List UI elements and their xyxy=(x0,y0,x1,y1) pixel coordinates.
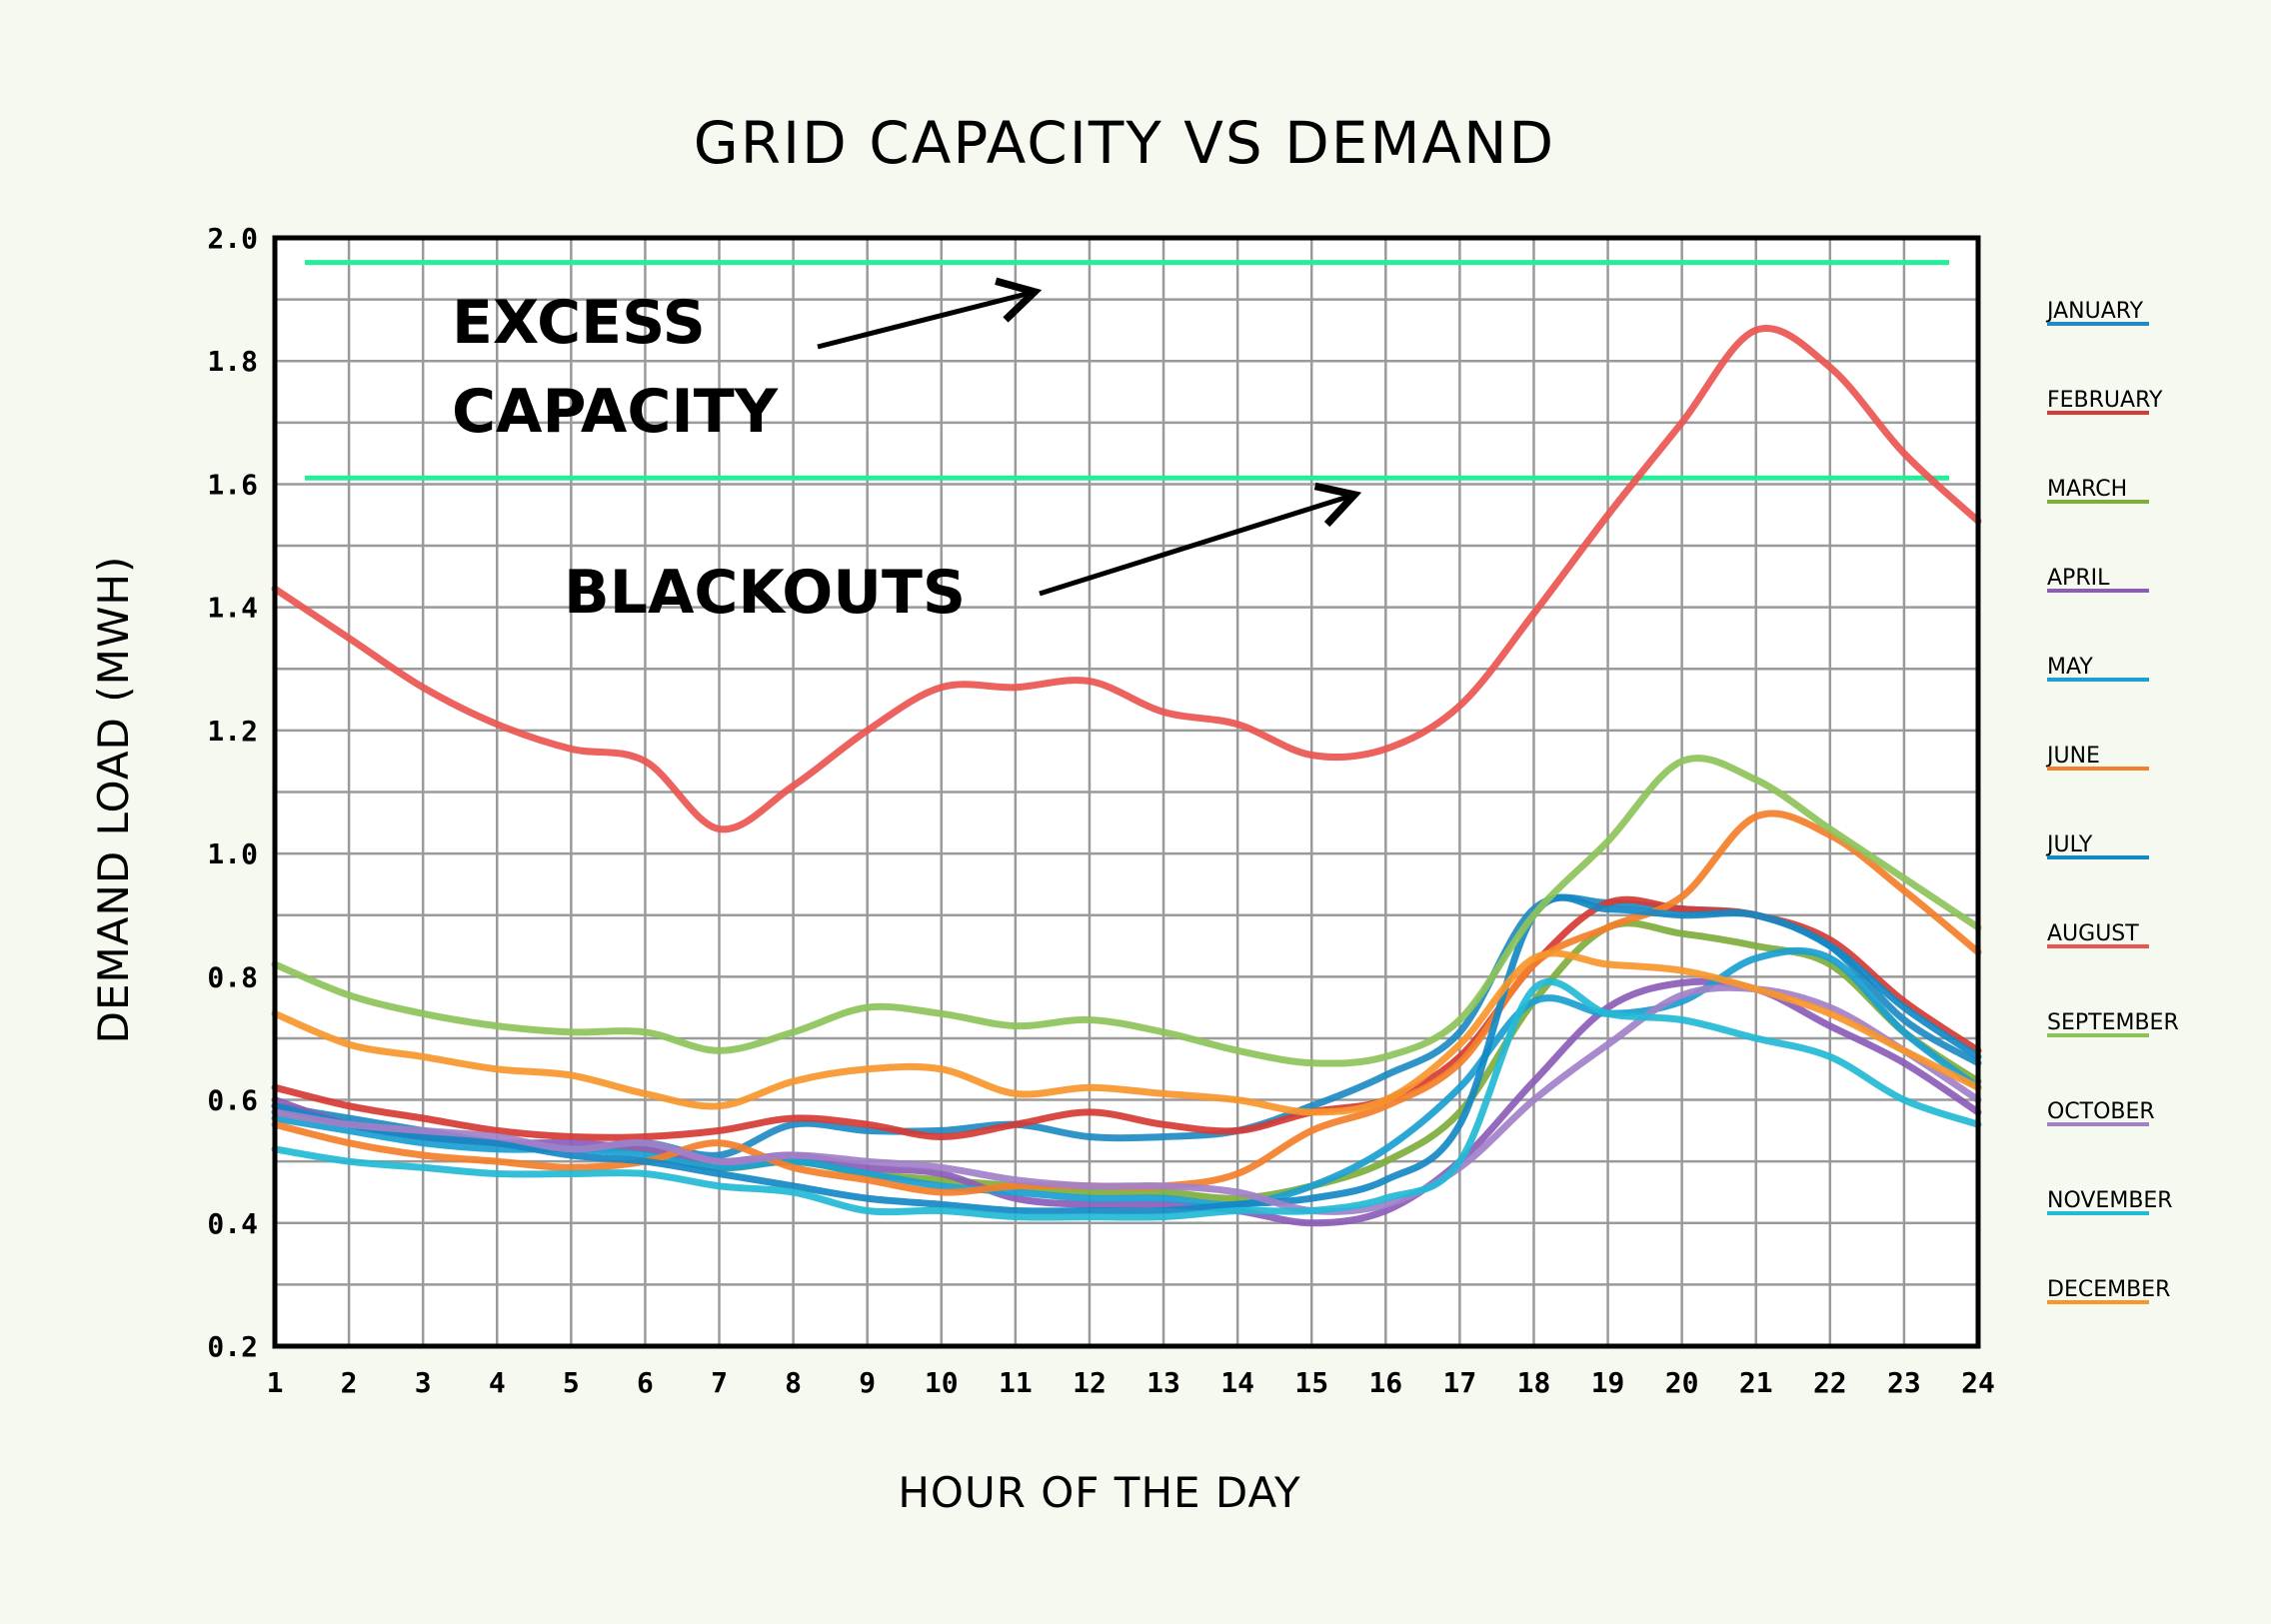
x-tick-label: 14 xyxy=(1220,1366,1254,1399)
x-tick-label: 1 xyxy=(267,1366,284,1399)
x-axis-title: HOUR OF THE DAY xyxy=(898,1468,1300,1517)
plot-border xyxy=(272,235,1981,1349)
x-tick-label: 24 xyxy=(1961,1366,1995,1399)
x-tick-label: 17 xyxy=(1443,1366,1477,1399)
legend: JANUARY FEBRUARY MARCH APRIL MAY JUNE JULY AUGU… xyxy=(2045,299,2179,1304)
y-tick-label: 1.0 xyxy=(207,837,258,870)
series-line-april xyxy=(271,977,1982,1227)
legend-label-january: JANUARY xyxy=(2045,299,2144,324)
y-tick-label: 2.0 xyxy=(207,222,258,255)
y-axis-title: DEMAND LOAD (MWH) xyxy=(89,556,138,1044)
legend-label-november: NOVEMBER xyxy=(2047,1188,2173,1213)
x-tick-label: 9 xyxy=(859,1366,876,1399)
series-line-december xyxy=(271,949,1982,1116)
x-tick-label: 19 xyxy=(1591,1366,1625,1399)
annotation-blackouts: BLACKOUTS xyxy=(564,558,966,628)
y-tick-label: 1.4 xyxy=(207,592,258,625)
series-line-august xyxy=(271,325,1982,833)
x-tick-label: 4 xyxy=(489,1366,506,1399)
y-tick-label: 0.8 xyxy=(207,960,258,993)
reference-lines xyxy=(305,260,1949,481)
series-line-november xyxy=(271,977,1982,1221)
x-tick-label: 16 xyxy=(1368,1366,1402,1399)
legend-label-december: DECEMBER xyxy=(2047,1277,2170,1302)
y-tick-label: 0.4 xyxy=(207,1207,258,1240)
y-axis-ticks: 0.2 0.4 0.6 0.8 1.0 1.2 1.4 1.6 1.8 2.0 xyxy=(207,222,258,1363)
legend-label-july: JULY xyxy=(2045,832,2093,857)
annotation-arrow-blackouts xyxy=(1039,482,1362,597)
legend-label-august: AUGUST xyxy=(2047,921,2139,946)
x-tick-label: 2 xyxy=(341,1366,358,1399)
x-tick-label: 10 xyxy=(925,1366,959,1399)
series-line-september xyxy=(271,755,1982,1067)
y-tick-label: 0.6 xyxy=(207,1084,258,1117)
x-tick-label: 12 xyxy=(1073,1366,1107,1399)
x-tick-label: 13 xyxy=(1146,1366,1180,1399)
series-lines xyxy=(271,325,1982,1227)
annotation-excess: EXCESS xyxy=(452,288,706,358)
legend-label-march: MARCH xyxy=(2047,477,2127,502)
annotation-arrow-excess xyxy=(817,277,1043,350)
series-line-february xyxy=(271,895,1982,1141)
x-tick-label: 8 xyxy=(785,1366,802,1399)
x-axis-ticks: 1 2 3 4 5 6 7 8 9 10 11 12 13 14 15 16 17 18 19 20 21 22 23 24 xyxy=(267,1366,1995,1399)
series-line-july xyxy=(271,893,1982,1215)
annotations: EXCESS CAPACITY BLACKOUTS xyxy=(452,277,1362,628)
x-tick-label: 5 xyxy=(563,1366,580,1399)
legend-label-may: MAY xyxy=(2047,655,2093,680)
legend-label-february: FEBRUARY xyxy=(2047,388,2163,413)
y-tick-label: 0.2 xyxy=(207,1330,258,1363)
x-tick-label: 11 xyxy=(999,1366,1033,1399)
x-tick-label: 23 xyxy=(1887,1366,1921,1399)
legend-label-april: APRIL xyxy=(2047,566,2110,591)
x-tick-label: 6 xyxy=(637,1366,654,1399)
legend-label-october: OCTOBER xyxy=(2047,1099,2155,1124)
x-tick-label: 15 xyxy=(1294,1366,1328,1399)
y-tick-label: 1.8 xyxy=(207,345,258,378)
legend-label-june: JUNE xyxy=(2045,744,2100,769)
y-tick-label: 1.2 xyxy=(207,715,258,748)
series-line-october xyxy=(271,983,1982,1215)
x-tick-label: 20 xyxy=(1665,1366,1699,1399)
gridlines xyxy=(275,238,1978,1346)
x-tick-label: 18 xyxy=(1517,1366,1551,1399)
y-tick-label: 1.6 xyxy=(207,468,258,501)
x-tick-label: 22 xyxy=(1813,1366,1847,1399)
x-tick-label: 7 xyxy=(711,1366,728,1399)
chart-title: GRID CAPACITY VS DEMAND xyxy=(694,109,1555,177)
annotation-capacity: CAPACITY xyxy=(452,377,780,447)
x-tick-label: 3 xyxy=(415,1366,432,1399)
x-tick-label: 21 xyxy=(1739,1366,1773,1399)
legend-label-september: SEPTEMBER xyxy=(2047,1010,2179,1035)
